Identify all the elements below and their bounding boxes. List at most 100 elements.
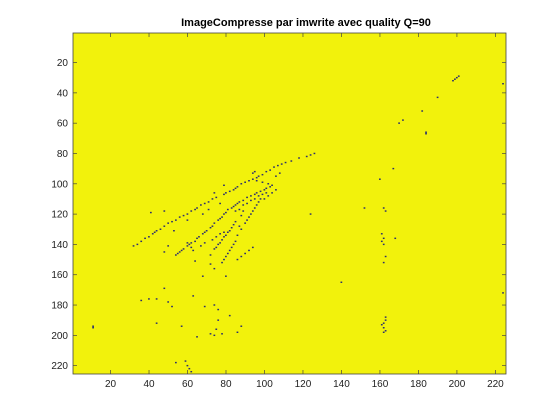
heatmap-background bbox=[73, 33, 506, 374]
heatmap-cell bbox=[261, 193, 264, 196]
heatmap-cell bbox=[140, 299, 143, 302]
heatmap-cell bbox=[223, 231, 225, 233]
y-tick-label: 120 bbox=[51, 210, 68, 221]
x-tick-label: 180 bbox=[410, 379, 427, 390]
heatmap-cell bbox=[276, 164, 279, 167]
heatmap-cell bbox=[261, 181, 264, 183]
heatmap-cell bbox=[190, 370, 193, 373]
heatmap-cell bbox=[378, 178, 381, 180]
heatmap-cell bbox=[211, 239, 214, 241]
y-tick-label: 180 bbox=[51, 301, 68, 312]
heatmap-cell bbox=[246, 219, 248, 221]
heatmap-cell bbox=[92, 327, 94, 329]
heatmap-cell bbox=[207, 208, 210, 211]
heatmap-cell bbox=[236, 234, 239, 237]
heatmap-cell bbox=[223, 193, 225, 196]
heatmap-cell bbox=[309, 213, 312, 215]
heatmap-cell bbox=[234, 240, 237, 243]
heatmap-cell bbox=[267, 195, 270, 197]
heatmap-cell bbox=[242, 199, 245, 202]
heatmap-cell bbox=[290, 160, 293, 162]
heatmap-cell bbox=[194, 260, 196, 262]
heatmap-cell bbox=[280, 163, 283, 165]
heatmap-cell bbox=[203, 231, 206, 233]
heatmap-cell bbox=[298, 157, 300, 159]
heatmap-cell bbox=[265, 170, 268, 173]
x-tick-label: 200 bbox=[449, 379, 466, 390]
heatmap-cell bbox=[269, 186, 272, 188]
heatmap-cell bbox=[171, 305, 173, 308]
heatmap-cell bbox=[455, 76, 458, 79]
heatmap-cell bbox=[176, 252, 179, 255]
heatmap-cell bbox=[221, 239, 223, 241]
heatmap-cell bbox=[217, 219, 220, 221]
heatmap-cell bbox=[217, 308, 220, 311]
heatmap-cell bbox=[200, 204, 202, 206]
heatmap-cell bbox=[278, 172, 281, 174]
heatmap-cell bbox=[284, 161, 287, 164]
heatmap-cell bbox=[215, 246, 218, 249]
heatmap-cell bbox=[149, 211, 152, 214]
heatmap-cell bbox=[225, 192, 227, 194]
heatmap-cell bbox=[236, 186, 239, 188]
heatmap-cell bbox=[201, 275, 204, 277]
heatmap-cell bbox=[221, 333, 223, 335]
heatmap-cell bbox=[225, 211, 227, 214]
heatmap-cell bbox=[382, 261, 385, 264]
heatmap-cell bbox=[213, 192, 216, 194]
x-tick-label: 20 bbox=[105, 379, 117, 390]
heatmap-cell bbox=[223, 213, 225, 215]
heatmap-cell bbox=[275, 175, 277, 177]
heatmap-cell bbox=[196, 336, 198, 338]
heatmap-cell bbox=[155, 322, 158, 324]
heatmap-cell bbox=[159, 228, 162, 230]
heatmap-cell bbox=[228, 314, 231, 317]
heatmap-cell bbox=[255, 204, 258, 206]
heatmap-cell bbox=[209, 263, 212, 265]
heatmap-cell bbox=[246, 202, 248, 205]
y-tick-label: 20 bbox=[57, 58, 69, 69]
heatmap-cell bbox=[184, 360, 187, 362]
heatmap-cell bbox=[148, 298, 150, 300]
heatmap-cell bbox=[250, 199, 252, 202]
heatmap-cell bbox=[398, 122, 400, 124]
heatmap-cell bbox=[213, 304, 216, 306]
heatmap-cell bbox=[265, 192, 268, 194]
heatmap-cell bbox=[173, 230, 175, 232]
heatmap-cell bbox=[175, 254, 177, 256]
heatmap-cell bbox=[263, 198, 266, 200]
heatmap-cell bbox=[255, 176, 258, 179]
y-tick-label: 100 bbox=[51, 179, 68, 190]
heatmap-cell bbox=[140, 240, 143, 243]
heatmap-cell bbox=[380, 323, 383, 326]
heatmap-cell bbox=[384, 319, 387, 321]
heatmap-cell bbox=[209, 333, 212, 335]
heatmap-cell bbox=[186, 364, 189, 367]
heatmap-cell bbox=[234, 204, 237, 206]
y-tick-label: 160 bbox=[51, 270, 68, 281]
y-tick-label: 200 bbox=[51, 331, 68, 342]
heatmap-cell bbox=[402, 119, 404, 121]
heatmap-cell bbox=[167, 245, 170, 247]
heatmap-cell bbox=[203, 305, 206, 308]
heatmap-cell bbox=[175, 361, 177, 364]
heatmap-cell bbox=[207, 201, 210, 203]
heatmap-cell bbox=[213, 334, 216, 337]
heatmap-cell bbox=[240, 325, 243, 327]
y-axis: 20 40 60 80 100 120 140 160 180 200 220 bbox=[51, 58, 506, 372]
heatmap-cell bbox=[248, 249, 250, 252]
heatmap-cell bbox=[190, 242, 193, 244]
heatmap-cell bbox=[234, 187, 237, 190]
heatmap-cell bbox=[255, 192, 258, 194]
heatmap-cell bbox=[175, 219, 177, 221]
x-tick-label: 140 bbox=[333, 379, 350, 390]
heatmap-cell bbox=[232, 205, 235, 208]
heatmap-cell bbox=[190, 210, 193, 212]
heatmap-cell bbox=[263, 189, 266, 191]
heatmap-cell bbox=[259, 198, 262, 200]
heatmap-cell bbox=[257, 175, 260, 177]
heatmap-cell bbox=[221, 216, 223, 218]
heatmap-cell bbox=[219, 242, 221, 244]
heatmap-cell bbox=[248, 180, 250, 182]
heatmap-cell bbox=[273, 166, 275, 168]
